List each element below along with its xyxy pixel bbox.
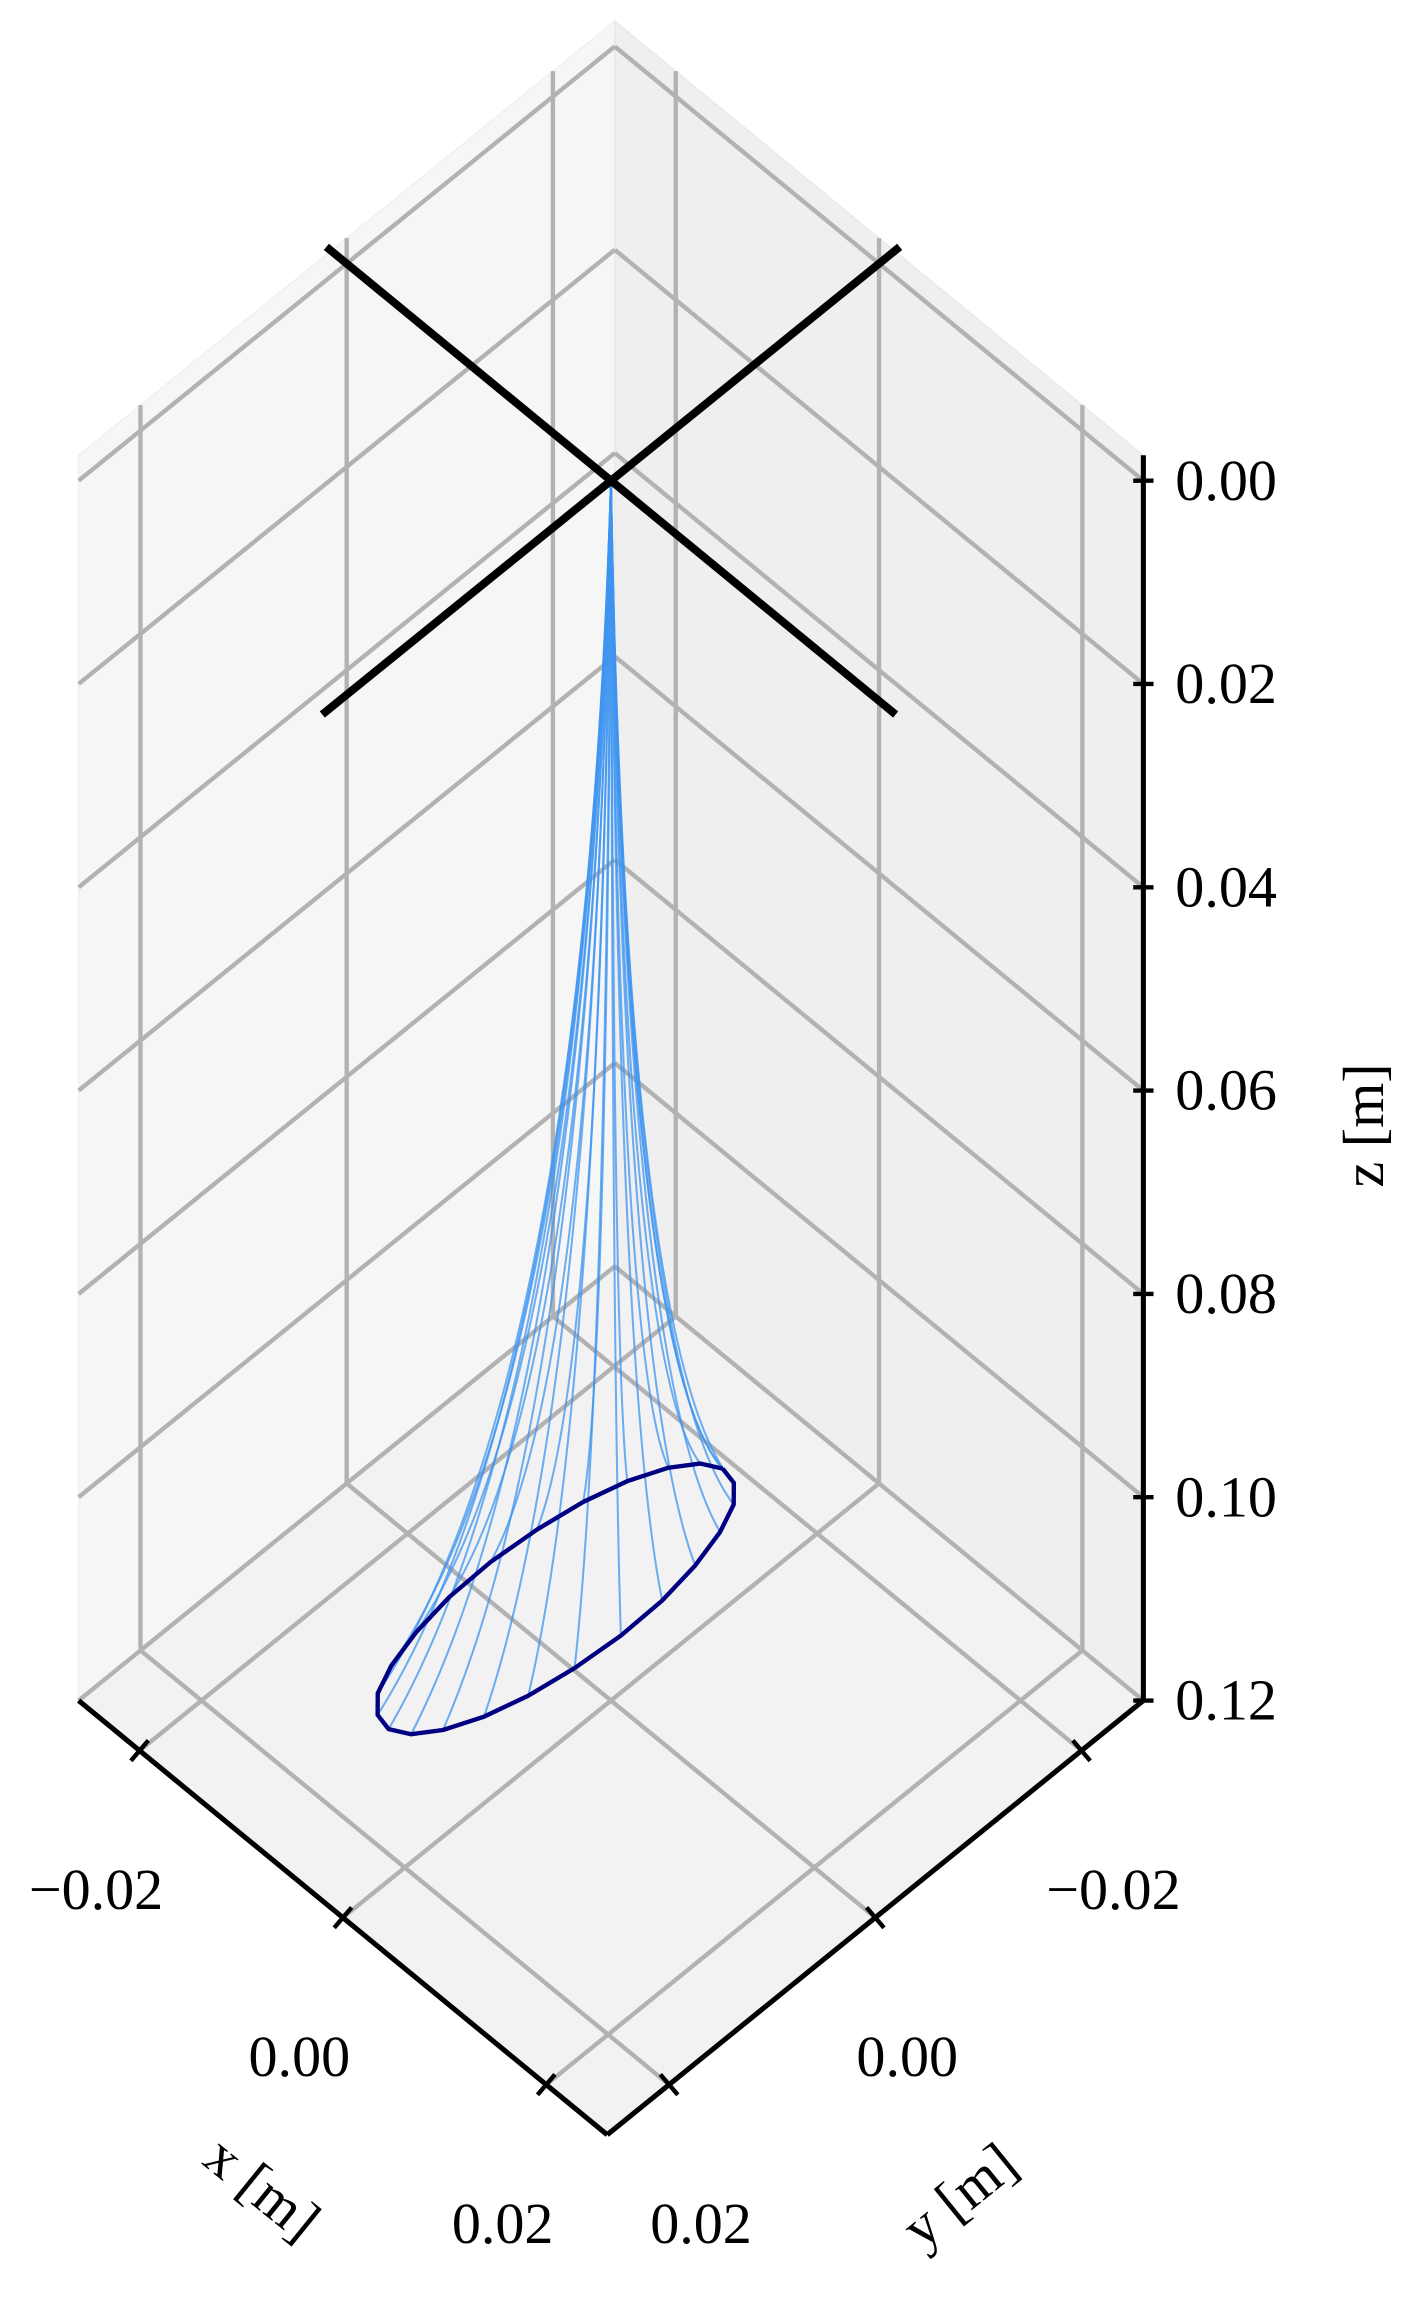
y-axis-line [605,1698,1145,2137]
z-tick-label: 0.00 [1175,448,1277,513]
grid-line [345,1481,877,1920]
z-axis-label: z [m] [1331,1063,1396,1187]
x-tick-label: 0.00 [249,2024,351,2089]
x-axis-line [77,1698,609,2137]
z-tick-label: 0.08 [1175,1261,1277,1326]
grid-line [551,1314,1083,1753]
y-axis-label: y [m] [889,2130,1029,2261]
z-tick-label: 0.06 [1175,1058,1277,1123]
x-axis-label: x [m] [193,2123,333,2254]
trajectory-line [375,1461,737,1737]
ray [410,480,613,1735]
z-tick-label: 0.02 [1175,651,1277,716]
z-tick-label: 0.04 [1175,854,1277,919]
x-tick-label: 0.02 [452,2191,554,2256]
ray [483,480,613,1717]
ray [609,480,724,1470]
grid-line [139,1648,671,2087]
data [319,243,903,1737]
panes [77,19,1145,2136]
ray [527,480,613,1696]
z-tick-label: 0.10 [1175,1464,1277,1529]
y-tick-label: −0.02 [1046,1857,1180,1922]
ray [387,480,613,1730]
y-tick-label: 0.02 [650,2191,752,2256]
grid [77,44,1145,2087]
ray [609,480,697,1566]
ray [573,480,613,1669]
x-tick-label: −0.02 [29,1857,163,1922]
ray [609,480,622,1636]
y-tick-label: 0.00 [856,2024,958,2089]
z-tick-label: 0.12 [1175,1668,1277,1733]
trajectory-line [319,243,903,718]
ray [609,480,664,1601]
ray [442,480,613,1731]
